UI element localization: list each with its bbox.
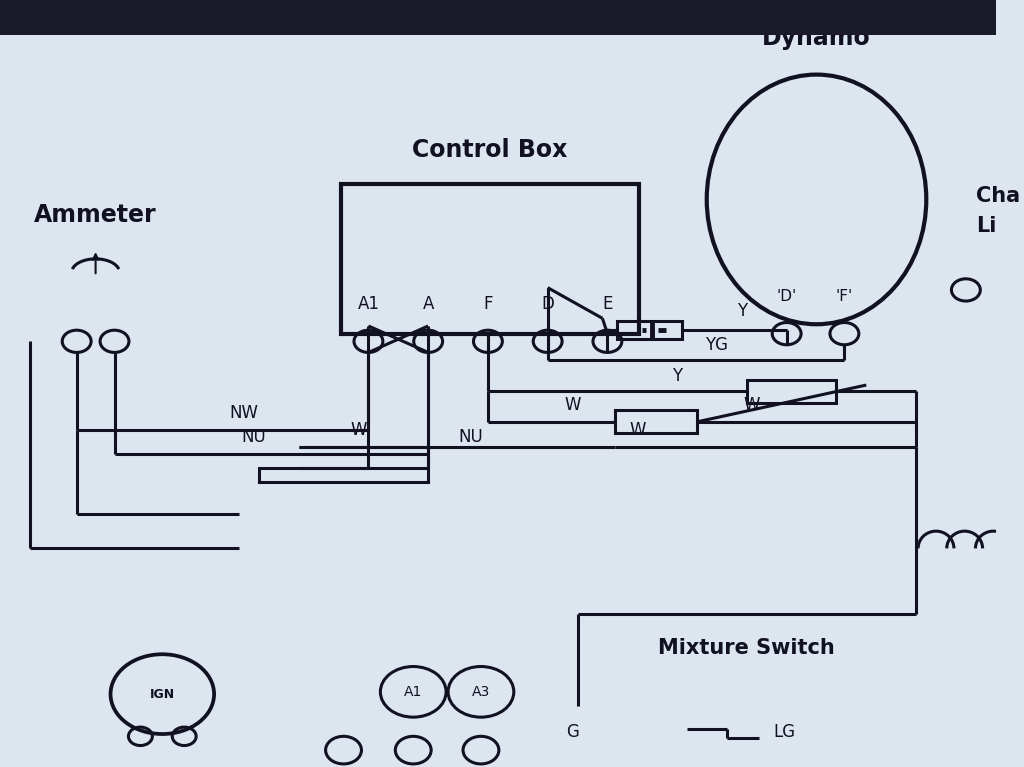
Text: Dynamo: Dynamo (762, 26, 870, 51)
Bar (615, 410, 697, 433)
Text: W: W (743, 396, 760, 414)
Text: A3: A3 (472, 685, 490, 699)
Text: Li: Li (976, 216, 996, 236)
Text: A: A (423, 295, 434, 314)
Text: YG: YG (706, 336, 728, 354)
Text: 'F': 'F' (836, 289, 853, 304)
Bar (259, 468, 428, 482)
Text: LG: LG (774, 723, 796, 742)
Text: IGN: IGN (150, 688, 175, 700)
Text: NU: NU (458, 428, 482, 446)
Text: A1: A1 (404, 685, 423, 699)
Text: NU: NU (242, 428, 266, 446)
Bar (746, 380, 837, 403)
Text: W: W (350, 421, 367, 439)
Text: Control Box: Control Box (413, 137, 567, 162)
Text: A1: A1 (357, 295, 380, 314)
Text: Mixture Switch: Mixture Switch (658, 638, 836, 658)
Text: Ammeter: Ammeter (34, 202, 157, 227)
Text: Y: Y (672, 367, 682, 385)
Text: W: W (564, 396, 581, 414)
Text: D: D (542, 295, 554, 314)
Text: Cha: Cha (976, 186, 1020, 206)
Text: Y: Y (737, 301, 746, 320)
Text: W: W (629, 421, 645, 439)
Text: E: E (602, 295, 612, 314)
Text: G: G (566, 723, 579, 742)
Text: 'D': 'D' (776, 289, 797, 304)
Text: NW: NW (229, 403, 258, 422)
Bar (0, 0, 995, 35)
Bar (617, 321, 682, 339)
Bar (341, 184, 639, 334)
Text: F: F (483, 295, 493, 314)
